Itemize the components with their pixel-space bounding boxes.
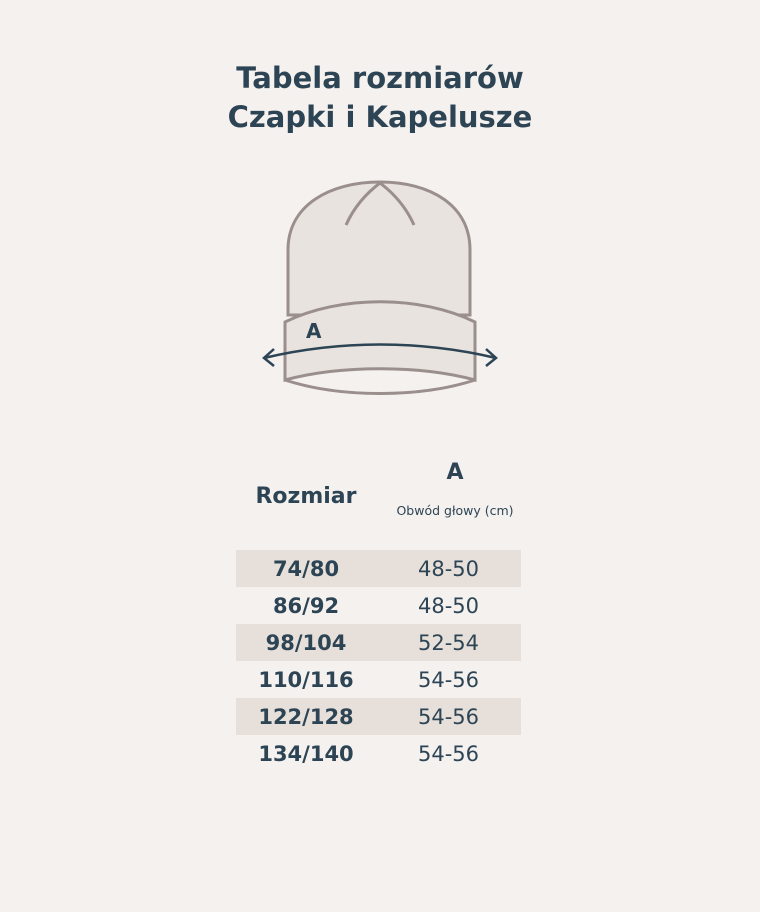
arrow-head-left-icon — [262, 348, 275, 367]
measure-cell: 48-50 — [417, 593, 480, 618]
measure-cell: 54-56 — [417, 667, 480, 692]
size-cell: 74/80 — [272, 556, 340, 581]
beanie-illustration: A — [262, 180, 498, 395]
table-row: 86/92 48-50 — [236, 587, 521, 624]
header-measure: A — [446, 460, 464, 485]
size-cell: 134/140 — [258, 741, 354, 766]
table-row: 74/80 48-50 — [236, 550, 521, 587]
table-row: 134/140 54-56 — [236, 735, 521, 772]
table-row: 122/128 54-56 — [236, 698, 521, 735]
table-row: 98/104 52-54 — [236, 624, 521, 661]
measure-arrow — [263, 343, 497, 360]
hat-crown — [286, 180, 472, 317]
header-measure-sub: Obwód głowy (cm) — [396, 503, 514, 518]
measure-cell: 48-50 — [417, 556, 480, 581]
table-row: 110/116 54-56 — [236, 661, 521, 698]
size-table: 74/80 48-50 86/92 48-50 98/104 52-54 110/116 54… — [236, 550, 521, 772]
size-cell: 110/116 — [258, 667, 354, 692]
measure-cell: 52-54 — [417, 630, 480, 655]
title-line-2: Czapki i Kapelusze — [227, 100, 533, 134]
measure-label: A — [306, 319, 322, 343]
hat-brim-bottom — [284, 378, 476, 395]
measure-cell: 54-56 — [417, 704, 480, 729]
size-cell: 98/104 — [265, 630, 347, 655]
header-size: Rozmiar — [255, 484, 357, 509]
hat-seam — [344, 181, 416, 226]
hat-cuff — [283, 300, 477, 382]
size-cell: 122/128 — [258, 704, 354, 729]
measure-cell: 54-56 — [417, 741, 480, 766]
size-cell: 86/92 — [272, 593, 340, 618]
arrow-head-right-icon — [485, 348, 498, 367]
title-line-1: Tabela rozmiarów — [236, 61, 524, 95]
